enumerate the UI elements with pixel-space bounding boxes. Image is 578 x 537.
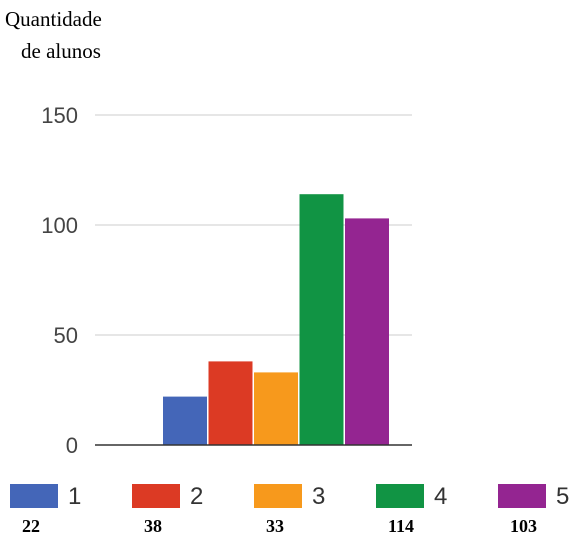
y-tick-label: 150 <box>41 103 78 128</box>
legend-label-4: 4 <box>434 483 447 510</box>
y-tick-label: 50 <box>54 323 78 348</box>
data-label-2: 38 <box>144 516 162 536</box>
legend-label-2: 2 <box>190 483 203 510</box>
data-label-5: 103 <box>510 516 537 536</box>
bar-2 <box>208 361 253 445</box>
legend-swatch-2 <box>132 484 180 508</box>
y-axis-title-line2: de alunos <box>21 39 101 63</box>
legend-swatch-5 <box>498 484 546 508</box>
data-label-3: 33 <box>266 516 284 536</box>
y-tick-label: 100 <box>41 213 78 238</box>
bar-3 <box>254 372 298 445</box>
legend-swatch-4 <box>376 484 424 508</box>
legend-swatch-1 <box>10 484 58 508</box>
y-axis-title-line1: Quantidade <box>5 7 102 31</box>
bar-4 <box>299 194 344 445</box>
legend-label-3: 3 <box>312 483 325 510</box>
legend-swatch-3 <box>254 484 302 508</box>
bars <box>163 194 389 445</box>
y-tick-labels: 0 50 100 150 <box>41 103 78 458</box>
legend-label-1: 1 <box>68 483 81 510</box>
data-label-4: 114 <box>388 516 414 536</box>
bar-1 <box>163 396 207 445</box>
legend-label-5: 5 <box>556 483 569 510</box>
bar-5 <box>345 218 389 445</box>
data-label-1: 22 <box>22 516 40 536</box>
y-tick-label: 0 <box>66 433 78 458</box>
